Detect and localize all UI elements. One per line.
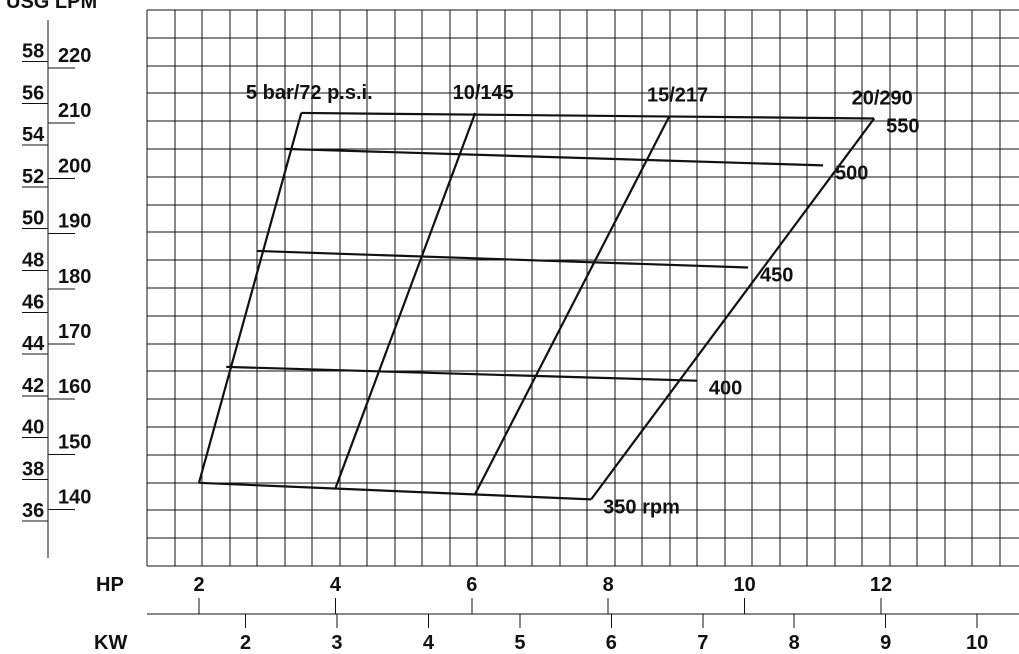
lpm-tick-label: 210 (58, 100, 91, 122)
rpm-series-label: 350 rpm (603, 496, 680, 518)
lpm-tick-label: 140 (58, 487, 91, 509)
hp-tick-label: 10 (733, 574, 755, 596)
series-line (226, 365, 697, 382)
lpm-tick-label: 200 (58, 155, 91, 177)
header-partial: USG LPM (6, 0, 97, 13)
chart-series (197, 111, 876, 501)
chart-grid (146, 9, 1019, 567)
usgpm-tick-label: 52 (22, 166, 44, 188)
kw-tick-label: 4 (423, 632, 435, 654)
usgpm-tick-label: 42 (22, 375, 44, 397)
lpm-tick-label: 220 (58, 45, 91, 67)
series-line (474, 115, 671, 495)
hp-tick-label: 4 (330, 574, 342, 596)
kw-tick-label: 10 (966, 632, 988, 654)
series-line (198, 481, 592, 501)
usgpm-tick-label: 36 (22, 500, 44, 522)
lpm-tick-label: 190 (58, 211, 91, 233)
kw-tick-label: 2 (240, 632, 251, 654)
series-line (197, 112, 303, 484)
lpm-tick-label: 180 (58, 266, 91, 288)
hp-axis-label: HP (96, 574, 124, 596)
lpm-tick-label: 150 (58, 431, 91, 453)
kw-tick-label: 7 (697, 632, 708, 654)
usgpm-tick-label: 58 (22, 41, 44, 63)
kw-tick-label: 5 (514, 632, 525, 654)
usgpm-tick-label: 56 (22, 82, 44, 104)
pressure-series-label: 15/217 (647, 85, 708, 107)
lpm-tick-label: 160 (58, 376, 91, 398)
kw-tick-label: 3 (331, 632, 342, 654)
pressure-series-label: 5 bar/72 p.s.i. (246, 82, 373, 104)
rpm-series-label: 400 (709, 378, 742, 400)
rpm-series-label: 450 (760, 265, 793, 287)
hp-tick-label: 6 (466, 574, 477, 596)
usgpm-tick-label: 54 (22, 124, 45, 146)
kw-tick-label: 6 (606, 632, 617, 654)
usgpm-tick-label: 50 (22, 208, 44, 230)
series-line (256, 249, 749, 269)
lpm-tick-label: 170 (58, 321, 91, 343)
usgpm-tick-label: 40 (22, 417, 44, 439)
series-line (334, 112, 477, 489)
usgpm-tick-label: 48 (22, 250, 44, 272)
series-line (301, 111, 875, 120)
chart-axes: 3638404244464850525456581401501601701801… (22, 20, 1019, 654)
hp-tick-label: 12 (870, 574, 892, 596)
usgpm-tick-label: 46 (22, 291, 44, 313)
rpm-series-label: 500 (835, 162, 868, 184)
kw-tick-label: 9 (880, 632, 891, 654)
hp-tick-label: 2 (193, 574, 204, 596)
usgpm-tick-label: 38 (22, 458, 44, 480)
pressure-series-label: 20/290 (852, 87, 913, 109)
series-line (590, 117, 876, 501)
usgpm-tick-label: 44 (22, 333, 45, 355)
chart-labels: 5 bar/72 p.s.i. 10/145 15/217 20/290 350 rpm… (246, 82, 920, 518)
rpm-series-label: 550 (886, 115, 919, 137)
kw-tick-label: 8 (789, 632, 800, 654)
hp-tick-label: 8 (603, 574, 614, 596)
series-line (284, 147, 824, 167)
pressure-series-label: 10/145 (453, 82, 514, 104)
kw-axis-label: KW (94, 632, 127, 654)
